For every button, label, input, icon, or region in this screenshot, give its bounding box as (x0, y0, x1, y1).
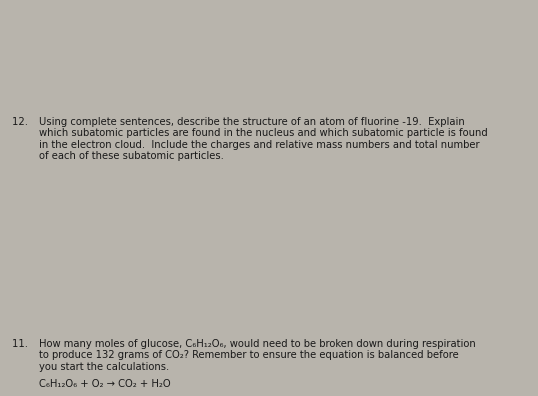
Text: 11.: 11. (12, 339, 34, 348)
Text: C₆H₁₂O₆ + O₂ → CO₂ + H₂O: C₆H₁₂O₆ + O₂ → CO₂ + H₂O (39, 379, 171, 389)
Text: you start the calculations.: you start the calculations. (39, 362, 169, 371)
Text: to produce 132 grams of CO₂? Remember to ensure the equation is balanced before: to produce 132 grams of CO₂? Remember to… (39, 350, 458, 360)
Text: 12.: 12. (12, 117, 31, 127)
Text: Using complete sentences, describe the structure of an atom of fluorine -19.  Ex: Using complete sentences, describe the s… (39, 117, 464, 127)
Text: in the electron cloud.  Include the charges and relative mass numbers and total : in the electron cloud. Include the charg… (39, 140, 479, 150)
Text: How many moles of glucose, C₆H₁₂O₆, would need to be broken down during respirat: How many moles of glucose, C₆H₁₂O₆, woul… (39, 339, 476, 348)
Text: of each of these subatomic particles.: of each of these subatomic particles. (39, 151, 224, 161)
Text: which subatomic particles are found in the nucleus and which subatomic particle : which subatomic particles are found in t… (39, 128, 487, 138)
